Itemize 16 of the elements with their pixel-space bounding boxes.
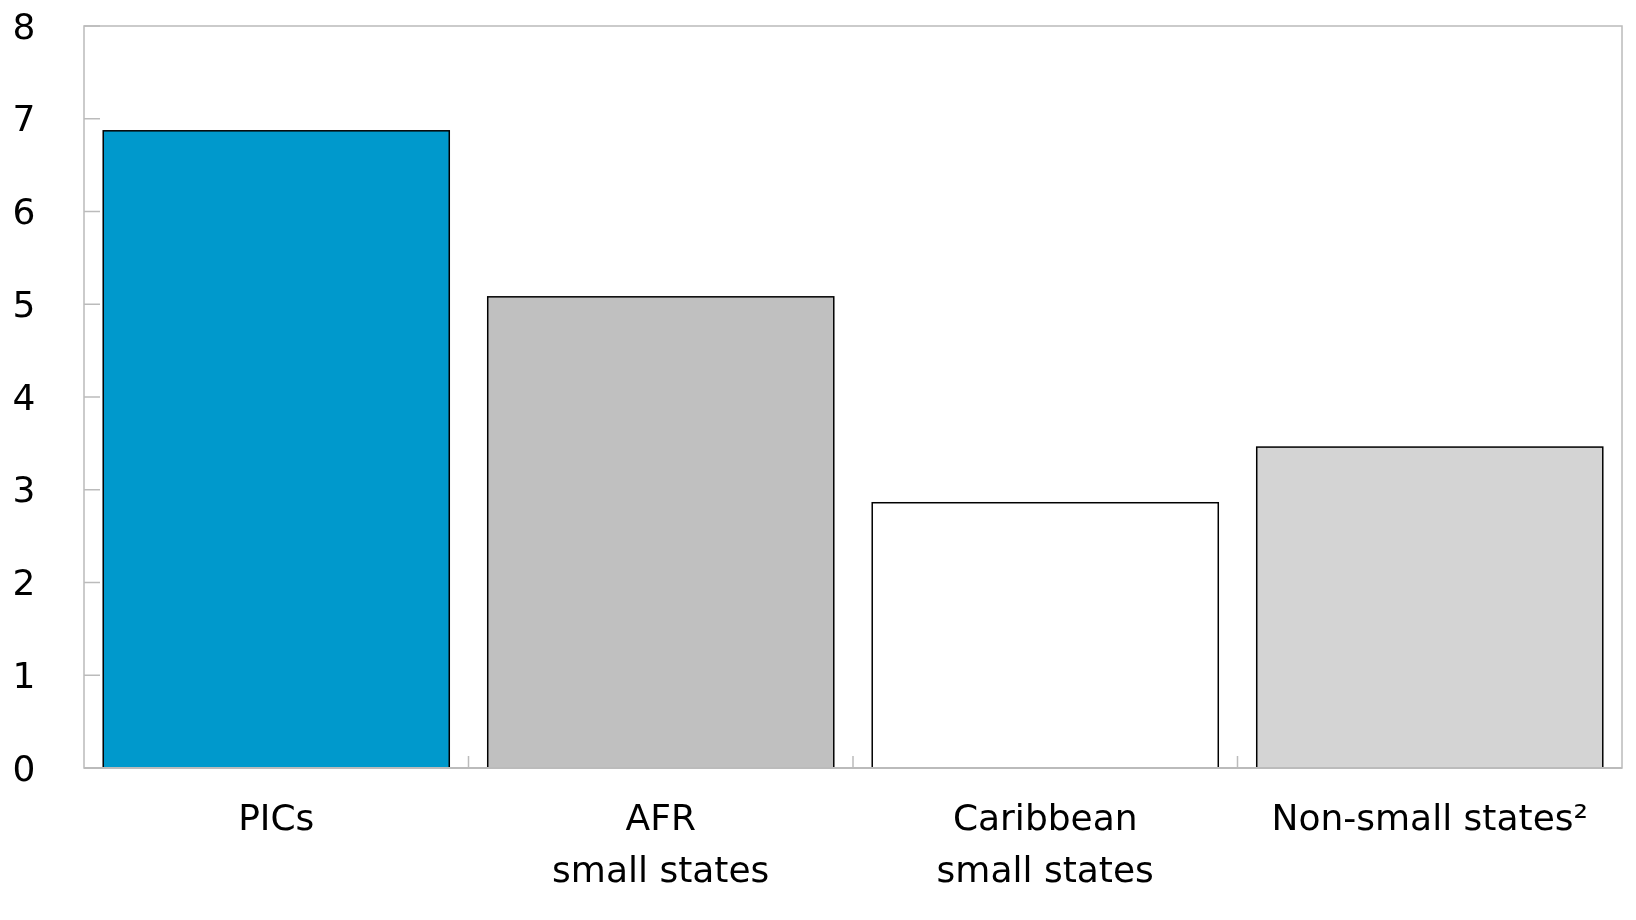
- y-tick-label: 3: [12, 469, 36, 511]
- y-tick-label: 4: [12, 376, 36, 418]
- bar: [102, 130, 451, 769]
- y-tick-label: 8: [12, 5, 36, 47]
- bar: [1255, 446, 1604, 769]
- y-tick-label: 1: [12, 654, 36, 696]
- x-tick-label: PICs: [238, 797, 315, 838]
- x-tick-label: Non-small states²: [1271, 797, 1588, 838]
- y-tick-label: 7: [12, 98, 36, 140]
- y-tick-label: 6: [12, 191, 36, 233]
- y-tick-label: 2: [12, 562, 36, 604]
- x-tick-label: AFR small states: [552, 797, 770, 890]
- y-tick-label: 0: [12, 747, 36, 789]
- bar: [871, 501, 1220, 769]
- x-tick-label: Caribbean small states: [936, 797, 1154, 890]
- y-tick-label: 5: [12, 283, 36, 325]
